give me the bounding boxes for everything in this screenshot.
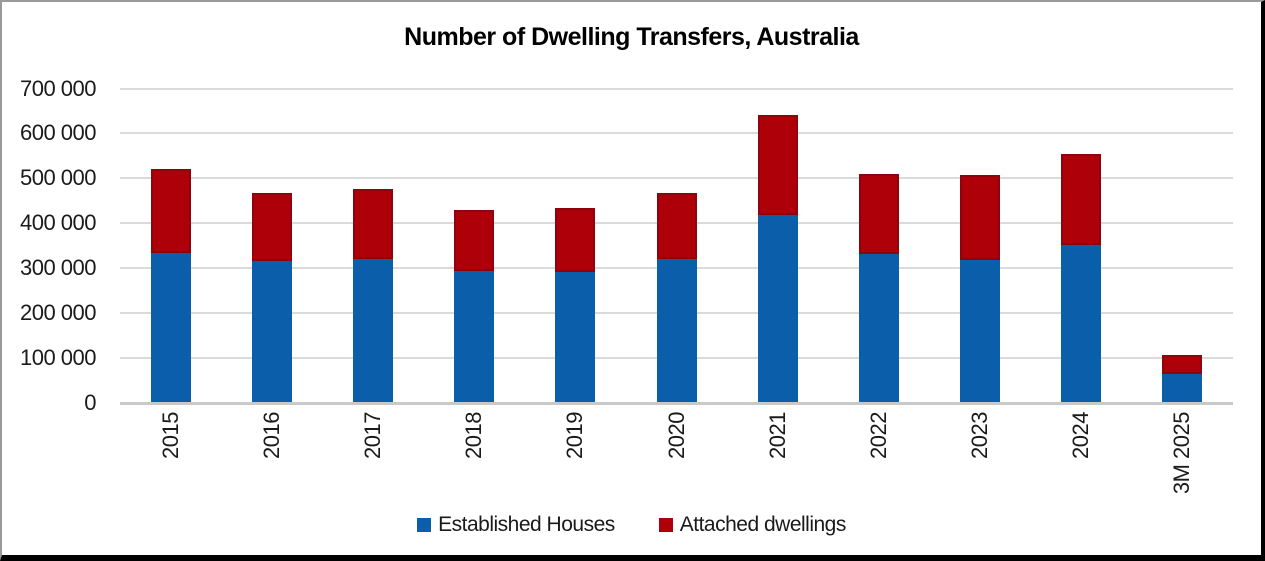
bar-2021-established-houses: [757, 214, 798, 403]
bar-2016-established-houses: [251, 260, 292, 403]
x-tick-label-2024: 2024: [1068, 412, 1094, 459]
bar-2022-attached-dwellings: [858, 174, 899, 255]
bar-2020-attached-dwellings: [656, 192, 697, 259]
y-tick-label-500000: 500 000: [19, 165, 97, 191]
bar-2019-established-houses: [555, 271, 596, 403]
bar-2018-attached-dwellings: [454, 209, 495, 271]
chart-title: Number of Dwelling Transfers, Australia: [404, 23, 859, 51]
y-tick-label-600000: 600 000: [19, 120, 97, 146]
gridline-700000: [120, 87, 1233, 90]
established-houses-swatch-icon: [417, 518, 432, 532]
bar-3m-2025-attached-dwellings: [1162, 355, 1203, 374]
legend-item-attached-dwellings: Attached dwellings: [658, 513, 847, 537]
y-tick-label-200000: 200 000: [19, 299, 97, 325]
y-tick-label-0: 0: [84, 389, 96, 415]
bar-2024-attached-dwellings: [1061, 153, 1102, 245]
bar-2018-established-houses: [454, 270, 495, 403]
bar-2017-attached-dwellings: [352, 188, 393, 259]
bar-2017-established-houses: [352, 258, 393, 403]
x-tick-label-2020: 2020: [663, 412, 689, 459]
x-tick-label-2022: 2022: [865, 412, 891, 459]
x-tick-label-2017: 2017: [359, 412, 385, 459]
legend-label-established-houses: Established Houses: [438, 513, 615, 536]
bar-2022-established-houses: [858, 254, 899, 403]
legend: Established Houses Attached dwellings: [2, 513, 1261, 537]
bar-2019-attached-dwellings: [555, 208, 596, 272]
bar-2024-established-houses: [1061, 244, 1102, 403]
x-tick-label-2015: 2015: [157, 412, 183, 459]
bar-2015-attached-dwellings: [150, 169, 191, 254]
bar-2015-established-houses: [150, 253, 191, 403]
gridline-600000: [120, 132, 1233, 135]
x-tick-label-2016: 2016: [258, 412, 284, 459]
bar-2020-established-houses: [656, 258, 697, 403]
gridline-500000: [120, 177, 1233, 180]
x-tick-label-2019: 2019: [562, 412, 588, 459]
legend-label-attached-dwellings: Attached dwellings: [679, 513, 847, 536]
attached-dwellings-swatch-icon: [658, 518, 673, 532]
x-tick-label-2021: 2021: [764, 412, 790, 459]
x-axis-line: [120, 401, 1233, 405]
bar-2023-attached-dwellings: [960, 175, 1001, 260]
bar-3m-2025-established-houses: [1162, 373, 1203, 403]
legend-item-established-houses: Established Houses: [417, 513, 615, 537]
x-tick-label-3m-2025: 3M 2025: [1169, 412, 1195, 495]
x-tick-label-2023: 2023: [967, 412, 993, 459]
y-tick-label-100000: 100 000: [19, 344, 97, 370]
bar-2021-attached-dwellings: [757, 114, 798, 215]
y-tick-label-300000: 300 000: [19, 254, 97, 280]
bar-2023-established-houses: [960, 259, 1001, 403]
bar-2016-attached-dwellings: [251, 192, 292, 261]
x-tick-label-2018: 2018: [461, 412, 487, 459]
y-tick-label-700000: 700 000: [19, 75, 97, 101]
y-tick-label-400000: 400 000: [19, 210, 97, 236]
